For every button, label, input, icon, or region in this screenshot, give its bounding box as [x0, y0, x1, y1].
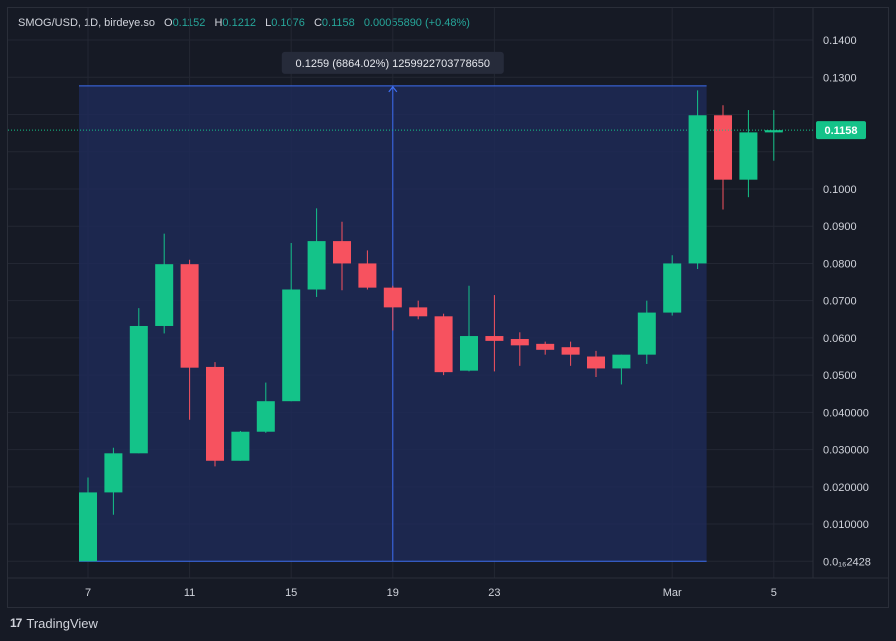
candle-body	[688, 115, 707, 264]
y-axis: 0.1400 0.1300 0.1000 0.0900 0.0800 0.0700 0.06…	[823, 35, 871, 568]
candle-body	[383, 287, 402, 308]
tradingview-brand: TradingView	[26, 615, 98, 631]
measure-label-box	[281, 51, 504, 74]
y-tick-label: 0.010000	[823, 519, 869, 531]
candle-body	[587, 356, 605, 369]
close-label: C	[313, 17, 322, 29]
candle-body	[409, 307, 428, 317]
candle-body	[206, 366, 224, 461]
y-tick-label: 0.1300	[823, 72, 857, 84]
y-tick-label: 0.020000	[823, 482, 869, 494]
candle-body	[637, 312, 656, 355]
candle-body	[739, 132, 758, 180]
measure-label: 0.1259 (6864.02%) 1259922703778650	[296, 58, 491, 70]
y-tick-label: 0.040000	[823, 407, 869, 419]
high-label: H	[214, 17, 223, 29]
current-price-badge	[816, 121, 866, 140]
candle-body	[307, 241, 326, 290]
chart-header: SMOG/USD, 1D, birdeye.so O0.1152 H0.1212…	[18, 17, 470, 29]
x-tick-label: 7	[85, 587, 91, 599]
high-value: 0.1212	[222, 17, 257, 29]
measure-arrow-head-icon	[388, 85, 398, 93]
candle-body	[764, 130, 783, 133]
candle-body	[256, 401, 275, 432]
tradingview-logo-icon: 17	[10, 616, 22, 630]
x-tick-label: 23	[488, 587, 500, 599]
x-tick-label: 15	[285, 587, 297, 599]
candle-body	[510, 339, 529, 346]
y-tick-label: 0.0900	[823, 221, 857, 233]
candle-body	[663, 263, 682, 313]
candle-body	[282, 289, 301, 402]
symbol-label: SMOG/USD, 1D, birdeye.so	[18, 17, 155, 29]
current-price-label: 0.1158	[824, 125, 857, 137]
y-tick-label: 0.1400	[823, 35, 857, 47]
x-tick-label: 11	[184, 587, 195, 599]
low-label: L	[265, 17, 272, 29]
candle-body	[561, 347, 580, 355]
candle-body	[104, 453, 123, 493]
open-label: O	[164, 17, 173, 29]
y-tick-label: 0.0600	[823, 333, 857, 345]
candle-body	[358, 263, 377, 288]
footer[interactable]: 17 TradingView	[10, 612, 98, 634]
current-price-line: 0.1158	[8, 121, 866, 140]
x-tick-label: Mar	[663, 587, 682, 599]
candles	[79, 90, 783, 562]
candle-body	[434, 316, 453, 373]
candle-body	[79, 492, 97, 562]
candle-body	[333, 241, 351, 264]
y-tick-label: 0.1000	[823, 184, 857, 196]
candle-body	[485, 336, 504, 341]
open-value: 0.1152	[172, 17, 206, 29]
candle-body	[231, 431, 250, 461]
candle-body	[180, 264, 199, 368]
y-tick-label: 0.0500	[823, 370, 857, 382]
candle-body	[155, 264, 174, 326]
y-tick-label: 0.0₁₆2428	[823, 556, 871, 568]
close-value: 0.1158	[321, 17, 355, 29]
candle-body	[612, 354, 631, 369]
y-tick-label: 0.0700	[823, 296, 857, 308]
candle-body	[460, 336, 478, 371]
change-value: 0.00055890 (+0.48%)	[363, 17, 470, 29]
x-tick-label: 19	[387, 587, 399, 599]
y-tick-label: 0.0800	[823, 258, 857, 270]
candle-body	[714, 115, 732, 180]
x-axis: 7 11 15 19 23 Mar 5	[85, 587, 777, 599]
candle-body	[129, 325, 148, 454]
y-tick-label: 0.030000	[823, 445, 869, 457]
x-tick-label: 5	[771, 587, 777, 599]
candle-body	[536, 343, 555, 350]
low-value: 0.1076	[271, 17, 305, 29]
